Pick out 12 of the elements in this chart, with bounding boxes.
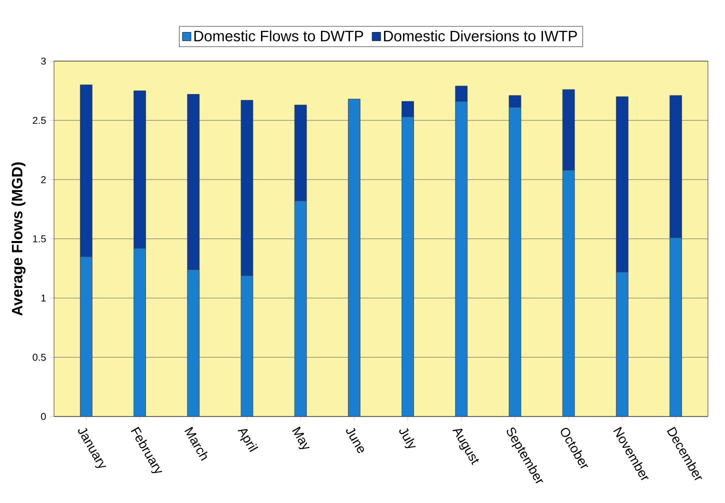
x-tick-label: July (399, 428, 416, 448)
y-tick-label: 3 (41, 57, 46, 65)
y-axis-title: Average Flows (MGD) (11, 162, 26, 316)
y-tick-label: 0.5 (32, 354, 46, 361)
bar (348, 98, 360, 416)
y-tick-label: 2 (41, 176, 46, 183)
y-tick-label: 2.5 (32, 116, 46, 124)
y-tick-label: 0 (41, 412, 46, 420)
legend-label: Domestic Diversions to IWTP (384, 30, 577, 42)
y-tick-label: 1.5 (33, 235, 46, 242)
legend-label: Domestic Flows to DWTP (194, 30, 364, 42)
y-tick-label: 1 (41, 294, 46, 302)
